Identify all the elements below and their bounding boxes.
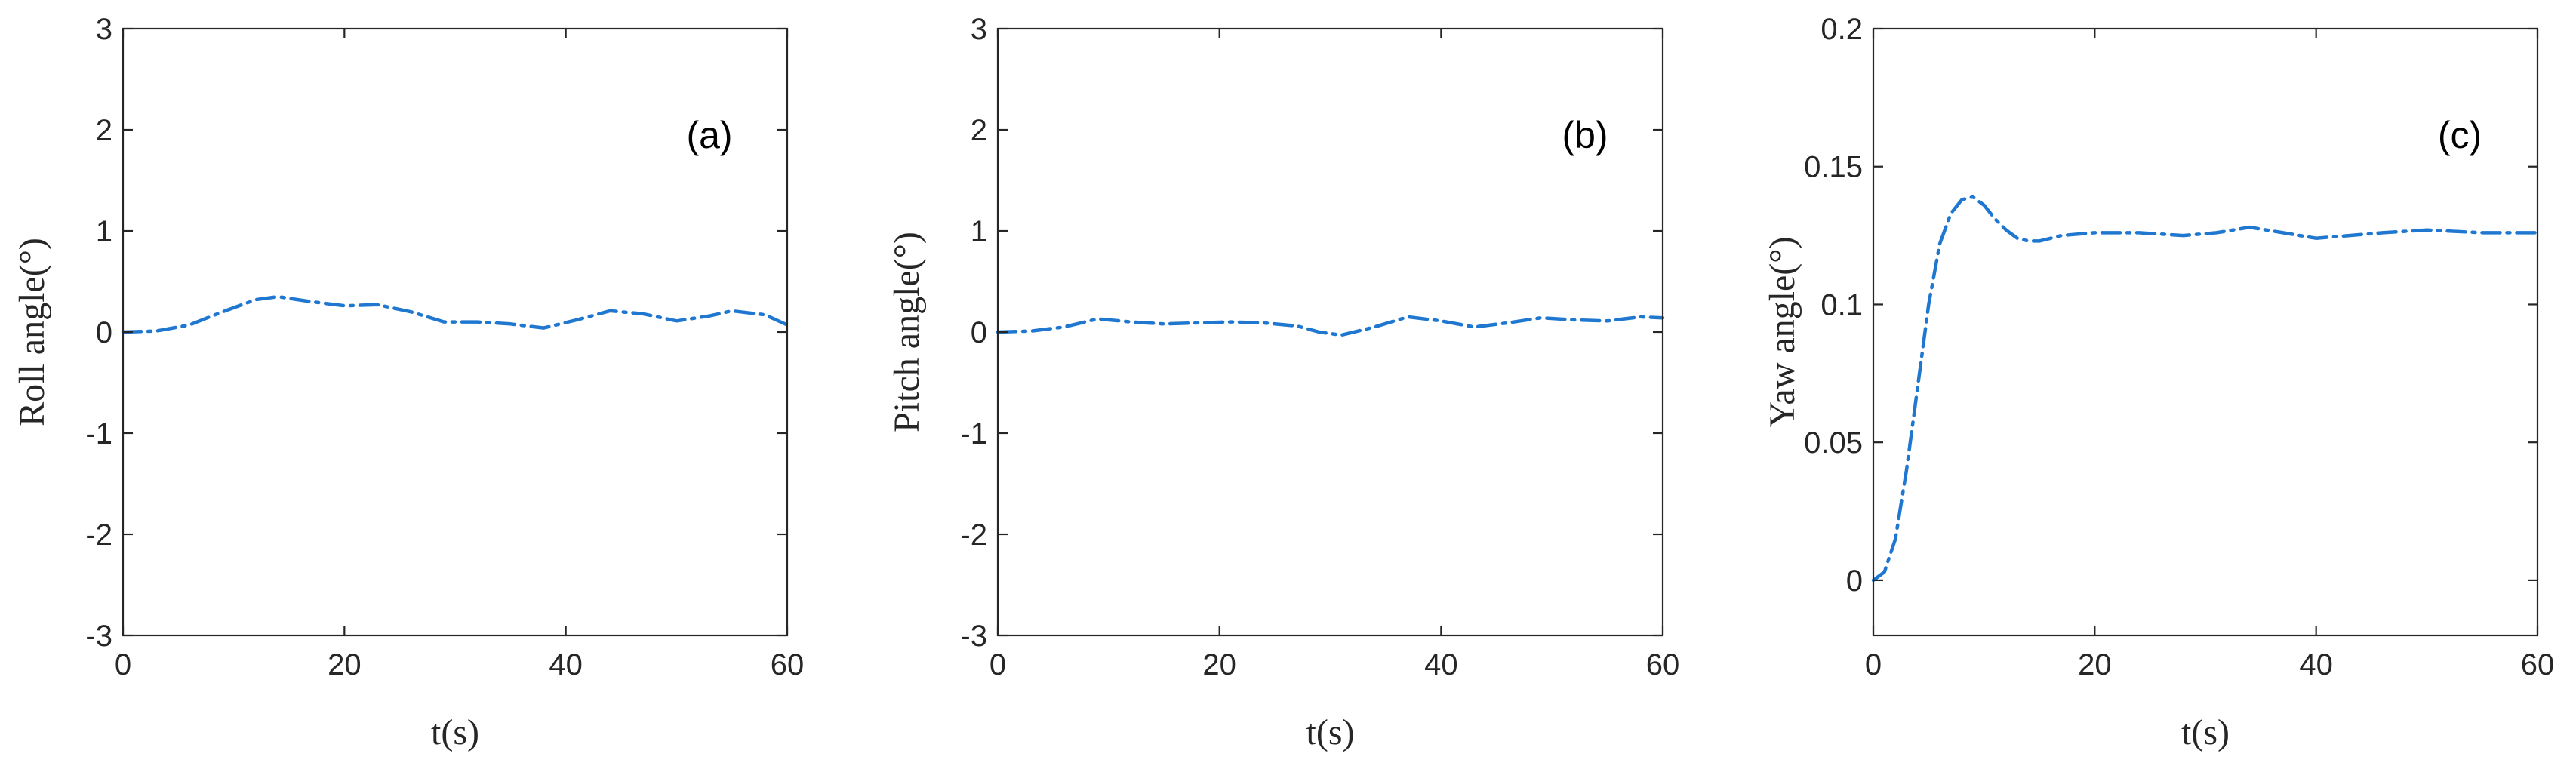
- x-tick-label: 20: [2078, 648, 2112, 681]
- chart-panel-1: 0 20 40 60 -3 -2 -1 0 1 2 3 t(s) Roll angle(°) (a): [12, 13, 804, 752]
- y-tick-label: 1: [971, 215, 987, 248]
- panel-label: (c): [2438, 114, 2482, 156]
- y-tick-label: -2: [960, 518, 987, 552]
- x-tick-label: 60: [2521, 648, 2555, 681]
- y-tick-label: -1: [85, 417, 112, 451]
- y-axis-label: Pitch angle(°): [887, 232, 927, 432]
- y-tick-label: 2: [96, 114, 112, 147]
- x-tick-label: 20: [1202, 648, 1236, 681]
- x-axis-label: t(s): [431, 712, 479, 752]
- y-tick-label: 0: [1846, 564, 1863, 598]
- x-tick-label: 0: [115, 648, 131, 681]
- panel-label: (a): [686, 114, 732, 156]
- y-tick-label: 3: [96, 13, 112, 46]
- x-tick-label: 40: [2299, 648, 2333, 681]
- series-line-1: [1871, 195, 2540, 583]
- y-axis-label: Roll angle(°): [12, 238, 52, 426]
- y-tick-label: -3: [85, 620, 112, 653]
- x-tick-label: 40: [549, 648, 583, 681]
- y-tick-label: 0.15: [1804, 151, 1863, 184]
- y-tick-label: -2: [85, 518, 112, 552]
- y-tick-label: 1: [96, 215, 112, 248]
- y-tick-label: 2: [971, 114, 987, 147]
- x-tick-label: 40: [1424, 648, 1458, 681]
- y-tick-label: -1: [960, 417, 987, 451]
- x-tick-label: 60: [771, 648, 805, 681]
- chart-panel-2: 0 20 40 60 -3 -2 -1 0 1 2 3 t(s) Pitch angle(°) (b): [887, 13, 1679, 752]
- y-tick-label: -3: [960, 620, 987, 653]
- y-axis-label: Yaw angle(°): [1762, 237, 1802, 428]
- x-tick-label: 20: [328, 648, 362, 681]
- x-tick-label: 0: [989, 648, 1006, 681]
- series-line-1: [121, 294, 789, 334]
- y-tick-label: 0.2: [1820, 13, 1863, 46]
- y-tick-label: 3: [971, 13, 987, 46]
- series-line-1: [996, 315, 1665, 337]
- y-tick-label: 0.05: [1804, 426, 1863, 460]
- y-tick-label: 0.1: [1820, 288, 1863, 321]
- plot-frame: [1872, 27, 2539, 637]
- x-tick-label: 0: [1865, 648, 1882, 681]
- x-axis-label: t(s): [1306, 712, 1355, 752]
- x-tick-label: 60: [1646, 648, 1680, 681]
- chart-panel-3: 0 20 40 60 0 0.05 0.1 0.15 0.2 t(s) Yaw angle(°) (c…: [1762, 13, 2554, 752]
- y-tick-label: 0: [96, 316, 112, 349]
- y-tick-label: 0: [971, 316, 987, 349]
- panel-label: (b): [1562, 114, 1608, 156]
- x-axis-label: t(s): [2181, 712, 2230, 752]
